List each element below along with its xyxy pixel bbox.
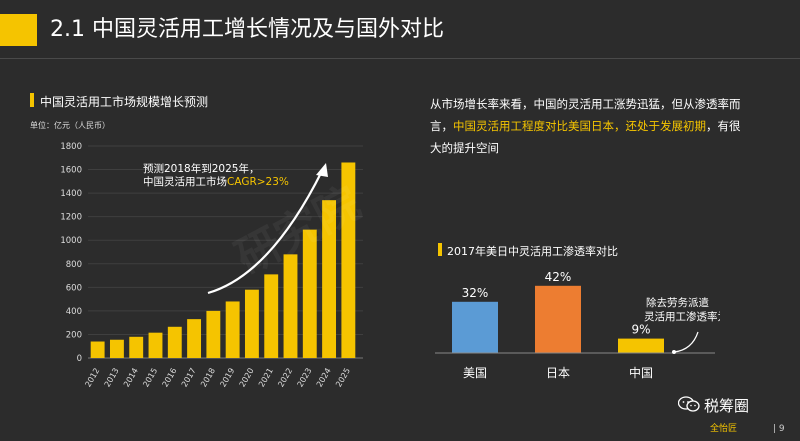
callout-line-1: 除去劳务派遣 [646, 296, 709, 309]
bar-2016 [167, 326, 182, 358]
penetration-bar-1 [535, 285, 581, 353]
x-tick-label: 2024 [315, 367, 333, 389]
penetration-value-label: 42% [545, 270, 572, 284]
x-tick-label: 2025 [334, 367, 352, 389]
bar-2017 [187, 319, 202, 358]
y-tick-label: 200 [66, 330, 82, 340]
country-label: 中国 [629, 365, 653, 380]
page-title: 2.1 中国灵活用工增长情况及与国外对比 [50, 17, 444, 42]
growth-arrow-head [316, 163, 328, 177]
x-tick-label: 2020 [238, 367, 256, 389]
bar-2025 [341, 162, 356, 358]
country-label: 美国 [463, 366, 487, 380]
bar-2020 [244, 289, 259, 358]
y-tick-label: 1400 [60, 189, 82, 199]
country-label: 日本 [546, 366, 570, 380]
y-tick-label: 1200 [60, 213, 82, 223]
bar-2018 [206, 310, 221, 358]
left-chart-title: 中国灵活用工市场规模增长预测 [40, 95, 209, 109]
bar-2012 [90, 341, 105, 358]
y-tick-label: 0 [77, 354, 82, 364]
y-tick-label: 600 [66, 283, 82, 293]
bar-2019 [225, 301, 240, 358]
callout-pointer [673, 331, 699, 353]
x-tick-label: 2018 [199, 367, 217, 389]
x-tick-label: 2021 [257, 367, 275, 389]
x-tick-label: 2022 [276, 367, 294, 389]
title-divider [0, 58, 800, 59]
x-tick-label: 2015 [141, 367, 159, 389]
penetration-bar-2 [618, 338, 664, 353]
y-tick-label: 800 [66, 260, 82, 270]
penetration-value-label: 9% [631, 323, 650, 337]
left-chart-unit: 单位：亿元（人民币） [30, 121, 110, 130]
footer-brand: 税筹圈 [704, 397, 750, 415]
y-tick-label: 400 [66, 307, 82, 317]
y-tick-label: 1600 [60, 166, 82, 176]
title-accent-bar [0, 14, 37, 46]
company-logo: 全怡匠 [710, 424, 738, 434]
x-tick-label: 2014 [122, 367, 140, 389]
bar-2013 [109, 339, 124, 358]
growth-trend-arrow [207, 170, 323, 295]
x-tick-label: 2016 [161, 367, 179, 389]
bar-2021 [264, 274, 279, 358]
y-tick-label: 1800 [60, 142, 82, 152]
bar-2023 [302, 229, 317, 358]
y-tick-label: 1000 [60, 236, 82, 246]
x-tick-label: 2019 [218, 367, 236, 389]
description-text: 从市场增长率来看，中国的灵活用工涨势迅猛，但从渗透率而言，中国灵活用工程度对比美… [430, 97, 741, 155]
left-section-marker [30, 93, 34, 107]
callout-line-2: 灵活用工渗透率为1% [644, 310, 720, 323]
wechat-icon [678, 396, 700, 412]
page-number: | 9 [773, 424, 785, 434]
bar-2024 [322, 200, 337, 358]
x-tick-label: 2017 [180, 367, 198, 389]
bar-2022 [283, 254, 298, 358]
right-section-marker [438, 243, 442, 256]
right-chart-title: 2017年美日中灵活用工渗透率对比 [447, 245, 618, 258]
x-tick-label: 2013 [103, 367, 121, 389]
bar-2015 [148, 332, 163, 358]
penetration-value-label: 32% [462, 286, 489, 300]
callout-dot [672, 350, 676, 354]
annotation-line-1: 预测2018年到2025年， [143, 162, 259, 175]
penetration-bar-0 [452, 301, 498, 353]
annotation-line-2: 中国灵活用工市场CAGR>23% [143, 175, 289, 188]
penetration-bar-chart: 32% 42% 9% 美国 日本 中国 除去劳务派遣 灵活用工渗透率为1% [435, 270, 720, 380]
x-tick-label: 2023 [296, 367, 314, 389]
x-tick-label: 2012 [83, 367, 101, 389]
bar-2014 [129, 336, 144, 358]
